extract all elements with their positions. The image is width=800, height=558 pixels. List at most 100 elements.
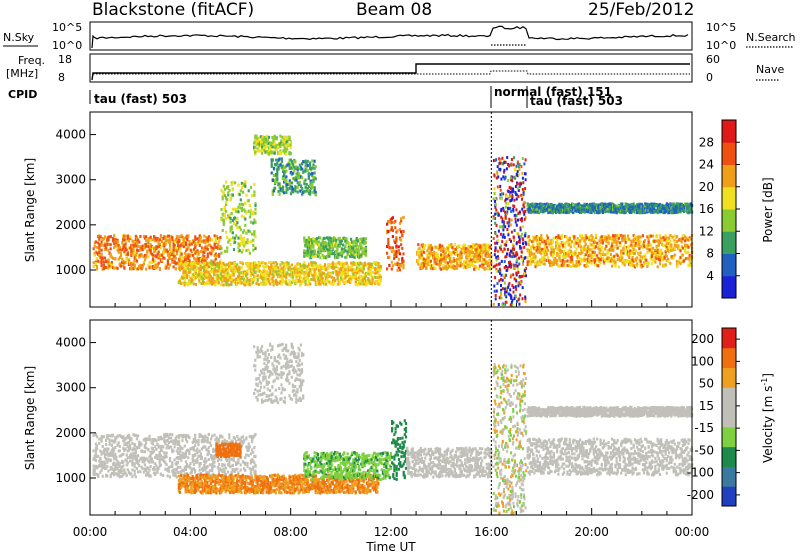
heatmap-cell <box>129 235 131 238</box>
heatmap-cell <box>481 261 483 264</box>
heatmap-cell <box>547 237 549 240</box>
heatmap-cell <box>147 237 149 240</box>
heatmap-cell <box>579 239 581 242</box>
heatmap-cell <box>241 281 243 284</box>
heatmap-cell <box>220 252 222 255</box>
heatmap-cell <box>184 279 186 282</box>
heatmap-cell <box>244 218 246 221</box>
heatmap-cell <box>344 245 346 248</box>
heatmap-cell <box>345 237 347 240</box>
heatmap-cell <box>286 140 288 143</box>
nsky-left-tick-bottom: 10^0 <box>52 39 82 52</box>
heatmap-cell <box>324 263 326 266</box>
heatmap-cell <box>142 248 144 251</box>
heatmap-cell <box>618 234 620 237</box>
heatmap-cell <box>646 247 648 250</box>
heatmap-cell <box>604 253 606 256</box>
heatmap-cell <box>450 254 452 257</box>
heatmap-cell <box>589 248 591 251</box>
heatmap-cell <box>621 239 623 242</box>
heatmap-cell <box>395 250 397 253</box>
heatmap-cell <box>679 256 681 259</box>
heatmap-cell <box>671 236 673 239</box>
heatmap-cell <box>250 209 252 212</box>
heatmap-cell <box>552 240 554 243</box>
heatmap-cell <box>235 278 237 281</box>
heatmap-cell <box>254 146 256 149</box>
heatmap-cell <box>395 244 397 247</box>
heatmap-cell <box>112 237 114 240</box>
heatmap-cell <box>142 245 144 248</box>
heatmap-cell <box>564 246 566 249</box>
heatmap-cell <box>241 215 243 218</box>
heatmap-cell <box>223 185 225 188</box>
heatmap-cell <box>218 266 220 269</box>
heatmap-cell <box>207 255 209 258</box>
heatmap-cell <box>664 257 666 260</box>
heatmap-cell <box>160 246 162 249</box>
heatmap-cell <box>613 255 615 258</box>
heatmap-cell <box>640 240 642 243</box>
heatmap-cell <box>651 262 653 265</box>
heatmap-cell <box>448 265 450 268</box>
heatmap-cell <box>285 179 287 182</box>
heatmap-cell <box>319 264 321 267</box>
heatmap-cell <box>261 283 263 286</box>
heatmap-cell <box>227 192 229 195</box>
heatmap-cell <box>640 236 642 239</box>
heatmap-cell <box>319 237 321 240</box>
heatmap-cell <box>189 243 191 246</box>
heatmap-cell <box>418 247 420 250</box>
heatmap-cell <box>646 251 648 254</box>
heatmap-cell <box>651 251 653 254</box>
heatmap-cell <box>534 255 536 258</box>
heatmap-cell <box>628 245 630 248</box>
heatmap-cell <box>336 249 338 252</box>
heatmap-cell <box>289 266 291 269</box>
heatmap-cell <box>402 260 404 263</box>
heatmap-cell <box>301 176 303 179</box>
heatmap-cell <box>394 220 396 223</box>
heatmap-cell <box>279 193 281 196</box>
heatmap-cell <box>295 179 297 182</box>
heatmap-cell <box>295 266 297 269</box>
heatmap-cell <box>147 245 149 248</box>
heatmap-band-9 <box>527 234 694 269</box>
heatmap-cell <box>161 240 163 243</box>
heatmap-cell <box>194 235 196 238</box>
heatmap-cell <box>313 264 315 267</box>
nsky-label: N.Sky <box>3 31 35 44</box>
heatmap-cell <box>125 261 127 264</box>
heatmap-cell <box>297 186 299 189</box>
heatmap-band-5 <box>178 261 382 287</box>
heatmap-cell <box>291 264 293 267</box>
heatmap-cell <box>617 258 619 261</box>
heatmap-cell <box>594 251 596 254</box>
heatmap-cell <box>590 244 592 247</box>
heatmap-cell <box>431 247 433 250</box>
heatmap-cell <box>540 234 542 237</box>
heatmap-cell <box>244 180 246 183</box>
heatmap-cell <box>232 188 234 191</box>
heatmap-cell <box>392 246 394 249</box>
heatmap-cell <box>272 179 274 182</box>
heatmap-cell <box>312 237 314 240</box>
heatmap-cell <box>286 271 288 274</box>
heatmap-cell <box>231 183 233 186</box>
heatmap-cell <box>544 263 546 266</box>
heatmap-cell <box>595 203 597 206</box>
heatmap-cell <box>206 267 208 270</box>
heatmap-cell <box>171 236 173 239</box>
heatmap-cell <box>469 250 471 253</box>
heatmap-cell <box>472 264 474 267</box>
heatmap-cell <box>556 259 558 262</box>
heatmap-cell <box>159 267 161 270</box>
heatmap-cell <box>434 267 436 270</box>
heatmap-cell <box>569 237 571 240</box>
heatmap-cell <box>588 238 590 241</box>
heatmap-cell <box>197 262 199 265</box>
heatmap-cell <box>249 204 251 207</box>
heatmap-cell <box>230 243 232 246</box>
heatmap-cell <box>233 248 235 251</box>
cpid-segment-1: tau (fast) 503 <box>94 92 187 106</box>
